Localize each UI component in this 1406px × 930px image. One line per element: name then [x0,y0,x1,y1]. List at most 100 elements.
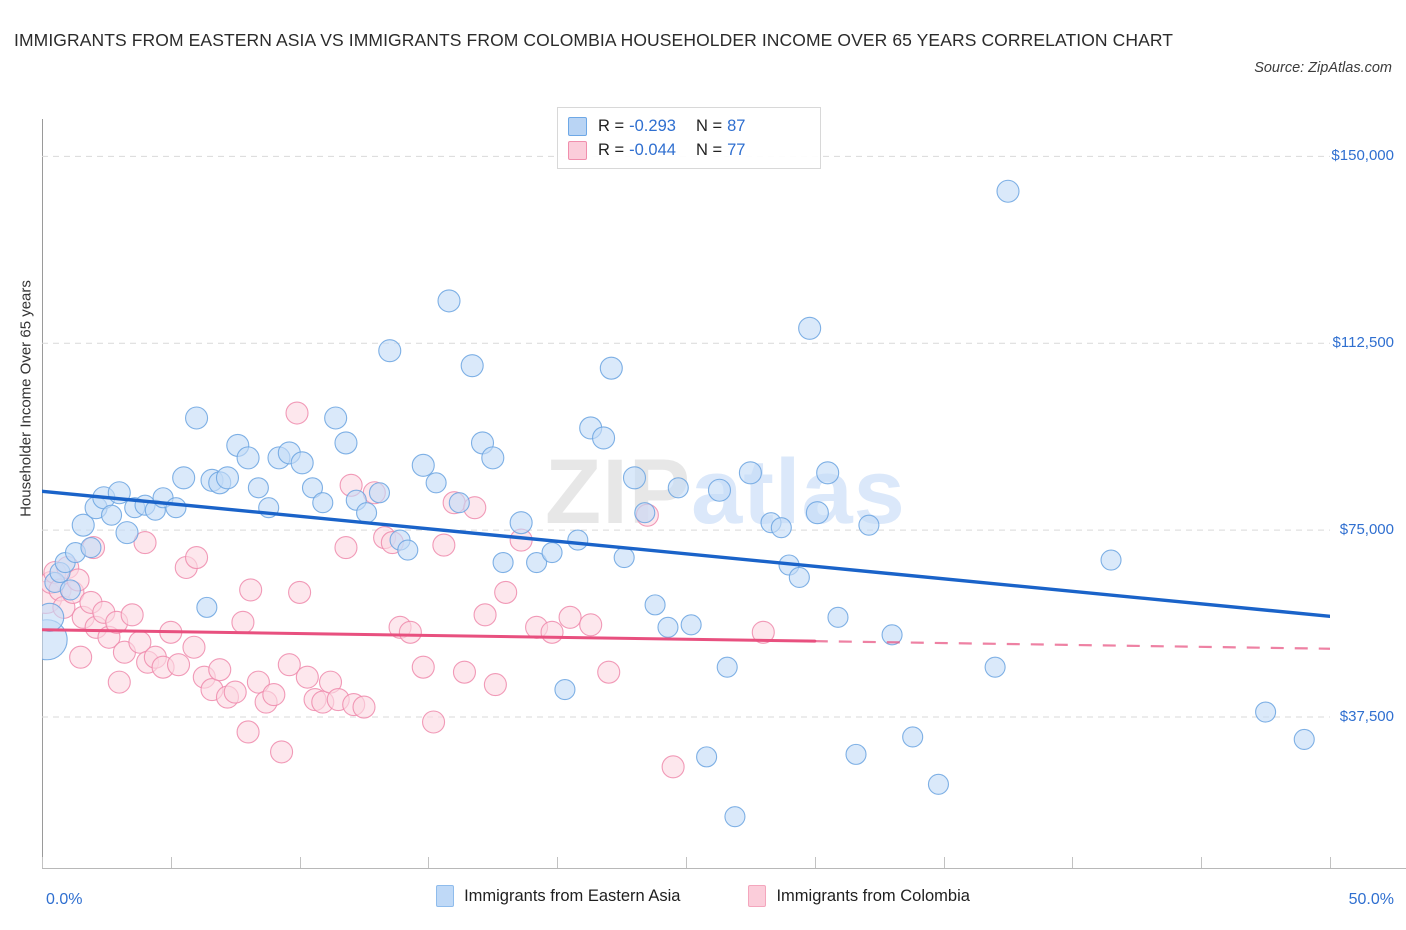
data-point[interactable] [378,339,402,363]
data-point[interactable] [827,606,849,628]
data-point[interactable] [368,482,391,504]
data-point[interactable] [290,451,314,475]
data-point[interactable] [324,406,348,430]
data-point[interactable] [657,616,679,638]
data-point[interactable] [494,580,518,604]
data-point[interactable] [724,806,746,828]
data-point[interactable] [696,746,718,768]
data-point[interactable] [270,740,294,764]
data-point[interactable] [770,517,792,539]
data-point[interactable] [540,620,564,644]
data-point[interactable] [788,566,810,589]
data-point[interactable] [208,658,232,682]
data-point[interactable] [805,501,829,525]
data-point[interactable] [277,653,301,677]
data-point[interactable] [881,624,903,646]
data-point[interactable] [59,579,81,601]
data-point[interactable] [432,533,456,557]
data-point[interactable] [798,316,822,340]
data-point[interactable] [452,660,477,684]
data-point[interactable] [352,695,376,719]
data-point[interactable] [262,683,286,707]
data-point[interactable] [661,755,685,779]
data-point[interactable] [644,594,666,616]
data-point[interactable] [902,726,924,748]
data-point[interactable] [196,596,218,618]
data-point[interactable] [437,289,461,313]
data-point[interactable] [71,513,95,537]
data-point[interactable] [69,645,93,669]
data-point[interactable] [101,504,123,526]
data-point[interactable] [634,502,656,524]
data-point[interactable] [247,477,269,499]
data-point[interactable] [246,670,270,694]
data-point[interactable] [816,461,840,485]
data-point[interactable] [334,431,358,455]
data-point[interactable] [107,670,131,694]
data-point[interactable] [301,477,324,499]
data-point[interactable] [579,613,603,637]
data-point[interactable] [115,521,139,545]
data-point[interactable] [133,531,157,555]
data-point[interactable] [1293,728,1315,750]
data-point[interactable] [592,426,616,450]
data-point[interactable] [185,406,209,430]
data-point[interactable] [984,656,1006,678]
data-point[interactable] [1100,549,1122,571]
data-point[interactable] [236,720,260,744]
data-point[interactable] [120,603,144,627]
data-point[interactable] [312,492,334,514]
data-point[interactable] [295,665,319,689]
data-point[interactable] [738,461,762,485]
data-point[interactable] [411,655,435,679]
data-point[interactable] [558,605,582,629]
data-point[interactable] [509,511,533,535]
data-point[interactable] [397,539,419,561]
data-point[interactable] [996,179,1020,203]
legend-item-colombia[interactable]: Immigrants from Colombia [748,885,970,907]
legend-item-eastern-asia[interactable]: Immigrants from Eastern Asia [436,885,680,907]
data-point[interactable] [597,660,621,684]
data-point[interactable] [172,466,196,490]
data-point[interactable] [680,614,702,636]
data-point[interactable] [223,680,247,704]
data-point[interactable] [541,541,563,564]
data-point[interactable] [667,477,689,499]
data-point[interactable] [236,446,260,470]
data-point[interactable] [421,710,446,734]
data-point[interactable] [460,354,484,378]
data-point[interactable] [425,472,447,494]
data-point[interactable] [622,466,647,490]
data-point[interactable] [751,620,775,644]
data-point[interactable] [166,653,191,677]
data-point[interactable] [231,610,255,634]
data-point[interactable] [483,673,507,697]
data-point[interactable] [182,635,206,659]
data-point[interactable] [707,478,732,502]
data-point[interactable] [411,453,435,477]
data-point[interactable] [80,537,102,559]
data-point[interactable] [334,536,358,560]
data-point[interactable] [492,551,514,574]
data-point[interactable] [526,551,548,574]
data-point[interactable] [481,446,505,470]
data-point[interactable] [599,356,623,380]
data-point[interactable] [554,679,576,701]
data-point[interactable] [473,603,497,627]
data-point[interactable] [42,602,65,632]
data-point[interactable] [165,497,187,519]
data-point[interactable] [239,578,263,602]
data-point[interactable] [716,656,738,678]
data-point[interactable] [567,529,589,551]
data-point[interactable] [285,401,309,425]
data-point[interactable] [448,492,470,514]
data-point[interactable] [1255,701,1277,723]
data-point[interactable] [927,773,950,795]
data-point[interactable] [185,545,209,570]
data-point[interactable] [613,546,635,569]
data-point[interactable] [288,580,312,604]
data-point[interactable] [215,466,240,490]
data-point[interactable] [356,502,378,524]
data-point[interactable] [858,514,880,536]
data-point[interactable] [398,620,422,644]
